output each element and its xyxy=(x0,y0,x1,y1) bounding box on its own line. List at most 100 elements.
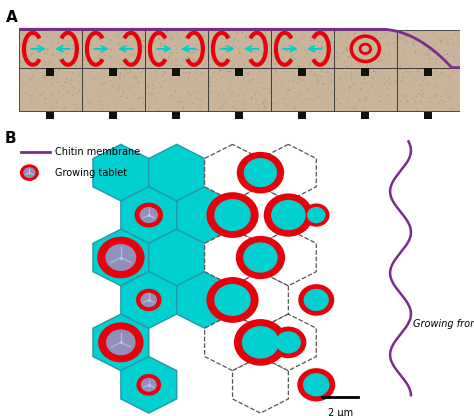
Point xyxy=(223,57,230,64)
Point xyxy=(94,35,102,42)
Point xyxy=(174,98,182,105)
Point xyxy=(74,30,82,37)
Point xyxy=(132,74,139,80)
Point xyxy=(441,99,448,105)
Point xyxy=(354,43,361,50)
Point xyxy=(444,92,452,99)
Point xyxy=(96,91,104,97)
Point xyxy=(255,106,263,113)
Point xyxy=(310,47,318,54)
Point xyxy=(50,106,57,112)
Point xyxy=(149,82,156,88)
Point xyxy=(42,61,50,68)
Point xyxy=(146,101,154,107)
Point xyxy=(209,46,217,52)
Point xyxy=(376,54,383,61)
Point xyxy=(278,34,286,40)
Point xyxy=(341,65,349,72)
Point xyxy=(131,71,138,78)
Polygon shape xyxy=(233,357,288,413)
Polygon shape xyxy=(93,229,149,286)
Point xyxy=(287,54,295,61)
Point xyxy=(294,37,301,44)
Text: Growing tablet: Growing tablet xyxy=(55,168,127,178)
Point xyxy=(351,30,358,37)
Point xyxy=(245,59,252,66)
Point xyxy=(445,94,452,101)
Point xyxy=(399,75,407,82)
Point xyxy=(187,81,194,87)
Point xyxy=(132,76,140,82)
Point xyxy=(291,105,299,111)
Point xyxy=(97,66,105,72)
Point xyxy=(286,40,293,46)
Point xyxy=(21,90,29,97)
Point xyxy=(279,82,287,89)
Polygon shape xyxy=(121,357,177,413)
Point xyxy=(197,37,204,44)
Point xyxy=(426,105,433,112)
Point xyxy=(200,62,208,68)
Point xyxy=(98,102,106,109)
Point xyxy=(274,45,282,52)
Point xyxy=(67,80,74,87)
Point xyxy=(84,48,92,54)
Point xyxy=(222,34,230,40)
Point xyxy=(23,30,30,37)
Text: A: A xyxy=(6,10,18,25)
Point xyxy=(269,75,277,82)
Bar xyxy=(46,112,55,119)
Point xyxy=(260,97,267,104)
Point xyxy=(200,54,207,60)
Point xyxy=(343,47,351,54)
Point xyxy=(409,40,416,46)
Point xyxy=(350,81,357,87)
Point xyxy=(324,69,332,76)
Point xyxy=(383,86,391,93)
Point xyxy=(419,44,427,51)
Point xyxy=(161,41,168,48)
Point xyxy=(158,71,166,78)
Point xyxy=(262,97,269,104)
Point xyxy=(196,87,204,93)
Point xyxy=(342,104,349,111)
Point xyxy=(194,41,202,48)
Point xyxy=(443,40,450,47)
Point xyxy=(38,93,46,99)
Point xyxy=(372,51,379,57)
Point xyxy=(164,55,172,62)
Polygon shape xyxy=(233,187,288,243)
Point xyxy=(290,85,297,92)
Point xyxy=(124,67,131,74)
Point xyxy=(343,63,350,70)
Point xyxy=(147,72,155,79)
Point xyxy=(289,70,297,77)
Point xyxy=(179,28,187,35)
Point xyxy=(390,39,398,46)
Point xyxy=(413,93,420,100)
Point xyxy=(400,50,408,56)
Point xyxy=(88,62,96,68)
Circle shape xyxy=(234,319,287,366)
Point xyxy=(394,73,402,79)
Point xyxy=(70,42,77,49)
Point xyxy=(233,28,241,35)
Point xyxy=(319,81,327,88)
Circle shape xyxy=(303,373,329,396)
Point xyxy=(339,95,347,102)
Bar xyxy=(109,112,118,119)
Bar xyxy=(82,30,145,67)
Point xyxy=(172,42,179,49)
Point xyxy=(26,92,34,99)
Point xyxy=(39,66,46,73)
Point xyxy=(361,103,369,110)
Point xyxy=(129,105,137,111)
Point xyxy=(210,51,217,58)
Point xyxy=(18,39,26,46)
Point xyxy=(248,56,256,62)
Circle shape xyxy=(106,329,136,355)
Point xyxy=(242,33,250,40)
Point xyxy=(17,87,24,94)
Point xyxy=(371,68,378,74)
Point xyxy=(266,50,274,57)
